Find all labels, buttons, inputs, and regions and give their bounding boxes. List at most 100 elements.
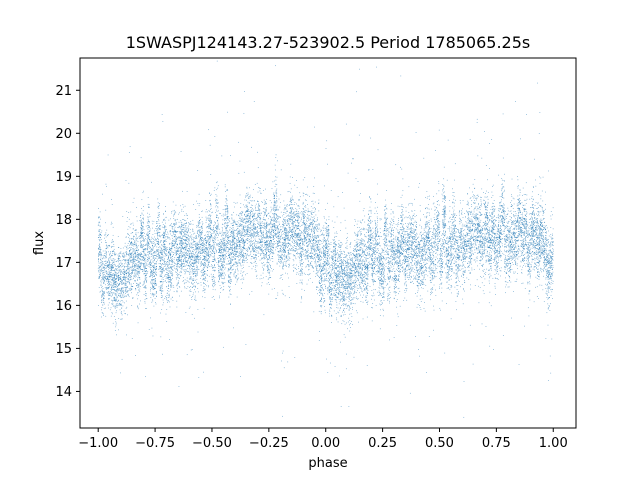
- data-point: [440, 251, 442, 253]
- data-point: [471, 263, 472, 265]
- data-point: [224, 214, 226, 215]
- data-point: [172, 210, 174, 212]
- data-point: [235, 277, 237, 279]
- data-point: [416, 227, 417, 228]
- data-point: [450, 265, 452, 267]
- data-point: [209, 249, 211, 251]
- data-point: [331, 283, 332, 284]
- data-point: [151, 327, 153, 329]
- data-point: [260, 235, 262, 237]
- data-point: [321, 230, 322, 232]
- data-point: [439, 307, 441, 309]
- data-point: [352, 324, 353, 325]
- data-point: [263, 225, 264, 227]
- data-point: [382, 287, 384, 288]
- data-point: [123, 275, 125, 277]
- data-point: [270, 250, 271, 252]
- data-point: [488, 256, 490, 257]
- data-point: [309, 242, 311, 244]
- data-point: [528, 315, 530, 317]
- data-point: [232, 241, 234, 242]
- data-point: [435, 256, 437, 258]
- data-point: [164, 240, 166, 242]
- data-point: [317, 258, 319, 260]
- data-point: [514, 260, 515, 261]
- data-point: [402, 236, 404, 237]
- data-point: [183, 247, 184, 249]
- data-point: [549, 262, 550, 264]
- data-point: [355, 260, 356, 261]
- data-point: [508, 231, 509, 233]
- data-point: [524, 235, 525, 236]
- data-point: [402, 266, 404, 268]
- data-point: [517, 244, 519, 246]
- data-point: [453, 244, 455, 246]
- data-point: [111, 295, 113, 296]
- data-point: [391, 247, 392, 249]
- data-point: [421, 263, 422, 264]
- data-point: [381, 259, 382, 260]
- data-point: [450, 250, 452, 252]
- data-point: [276, 176, 278, 178]
- data-point: [210, 247, 212, 248]
- data-point: [320, 300, 321, 302]
- data-point: [217, 210, 219, 212]
- data-point: [362, 301, 364, 303]
- data-point: [379, 260, 380, 262]
- data-point: [158, 227, 160, 228]
- data-point: [424, 240, 425, 242]
- data-point: [438, 224, 440, 226]
- data-point: [486, 250, 488, 252]
- data-point: [536, 250, 537, 252]
- data-point: [179, 243, 181, 245]
- data-point: [140, 219, 142, 221]
- data-point: [363, 265, 365, 266]
- data-point: [255, 240, 256, 242]
- data-point: [196, 225, 198, 226]
- data-point: [548, 287, 550, 289]
- data-point: [238, 259, 239, 261]
- data-point: [160, 276, 162, 277]
- data-point: [178, 386, 180, 387]
- data-point: [469, 240, 470, 242]
- data-point: [349, 313, 351, 315]
- data-point: [418, 273, 419, 275]
- data-point: [536, 244, 538, 245]
- data-point: [319, 293, 321, 295]
- data-point: [526, 194, 528, 196]
- data-point: [389, 272, 390, 274]
- data-point: [200, 233, 202, 235]
- data-point: [436, 207, 438, 209]
- data-point: [529, 250, 531, 252]
- data-point: [549, 355, 551, 357]
- data-point: [235, 283, 236, 285]
- data-point: [538, 227, 540, 229]
- data-point: [253, 249, 254, 251]
- data-point: [165, 247, 167, 249]
- data-point: [139, 291, 141, 293]
- data-point: [339, 268, 341, 270]
- data-point: [173, 245, 175, 247]
- data-point: [241, 239, 242, 241]
- data-point: [216, 60, 218, 62]
- data-point: [444, 216, 446, 217]
- data-point: [330, 292, 332, 294]
- data-point: [249, 218, 251, 220]
- data-point: [423, 276, 425, 278]
- data-point: [171, 266, 173, 268]
- data-point: [276, 200, 278, 202]
- data-point: [188, 307, 190, 309]
- data-point: [370, 230, 371, 231]
- data-point: [202, 252, 204, 254]
- data-point: [257, 222, 258, 224]
- data-point: [262, 239, 263, 241]
- data-point: [344, 300, 346, 302]
- data-point: [140, 254, 141, 256]
- data-point: [290, 250, 292, 251]
- data-point: [474, 215, 476, 217]
- data-point: [336, 317, 337, 319]
- data-point: [454, 220, 456, 221]
- data-point: [398, 287, 400, 289]
- data-point: [242, 211, 244, 213]
- data-point: [375, 246, 376, 248]
